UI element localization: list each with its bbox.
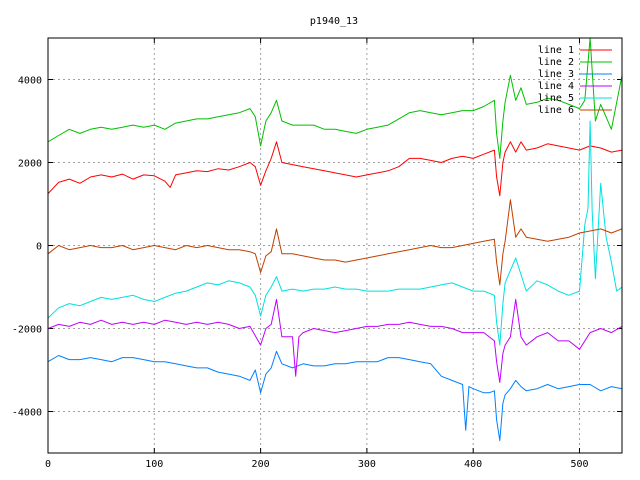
series-line-2 — [48, 38, 622, 159]
x-tick-label: 0 — [45, 459, 51, 470]
legend-label: line 6 — [538, 105, 574, 116]
series-line-6 — [48, 199, 622, 286]
y-tick-label: 4000 — [18, 76, 42, 87]
y-tick-label: -4000 — [12, 408, 42, 419]
x-tick-label: 200 — [252, 459, 270, 470]
series-line-4 — [48, 298, 622, 383]
series-line-5 — [48, 120, 622, 346]
y-tick-label: 0 — [36, 242, 42, 253]
y-tick-label: 2000 — [18, 159, 42, 170]
chart-title: p1940_13 — [310, 16, 358, 27]
series-line-3 — [48, 350, 622, 442]
legend-label: line 4 — [538, 81, 574, 92]
x-tick-label: 500 — [570, 459, 588, 470]
legend-label: line 2 — [538, 57, 574, 68]
legend-label: line 1 — [538, 45, 574, 56]
y-tick-label: -2000 — [12, 325, 42, 336]
x-tick-label: 100 — [145, 459, 163, 470]
x-tick-label: 300 — [358, 459, 376, 470]
series-line-1 — [48, 141, 622, 197]
x-tick-label: 400 — [464, 459, 482, 470]
plot-frame — [47, 37, 623, 454]
legend-label: line 5 — [538, 93, 574, 104]
legend-label: line 3 — [538, 69, 574, 80]
